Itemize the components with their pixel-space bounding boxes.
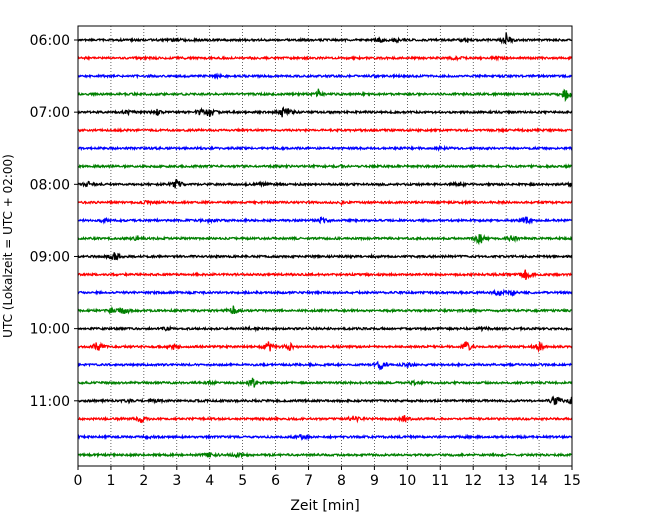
y-tick-label: 11:00 (30, 394, 70, 410)
trace-line (77, 377, 573, 388)
trace-line (77, 360, 573, 371)
x-tick-label: 2 (139, 473, 148, 489)
trace-line (77, 178, 573, 189)
trace-line (77, 88, 573, 103)
x-tick-label: 12 (464, 473, 482, 489)
trace-line (77, 233, 573, 246)
x-tick-label: 13 (497, 473, 515, 489)
x-axis: 0 1 2 3 4 5 6 7 8 9 10 11 12 13 14 15 (74, 466, 581, 489)
x-tick-label: 8 (337, 473, 346, 489)
y-tick-label: 07:00 (30, 105, 70, 121)
trace-line (77, 451, 573, 459)
trace-line (77, 163, 573, 170)
y-axis-label: UTC (Lokalzeit = UTC + 02:00) (1, 154, 15, 338)
x-tick-label: 11 (431, 473, 449, 489)
trace-line (77, 395, 573, 406)
plot-frame (77, 25, 573, 467)
y-tick-label: 09:00 (30, 249, 70, 265)
trace-line (77, 54, 573, 62)
x-axis-label: Zeit [min] (290, 498, 359, 514)
x-tick-label: 15 (563, 473, 581, 489)
x-tick-label: 1 (106, 473, 115, 489)
trace-line (77, 106, 573, 118)
x-tick-label: 4 (205, 473, 214, 489)
x-tick-label: 0 (74, 473, 83, 489)
trace-line (77, 72, 573, 81)
trace-line (77, 324, 573, 333)
y-tick-label: 08:00 (30, 177, 70, 193)
x-tick-label: 10 (398, 473, 416, 489)
x-tick-label: 5 (238, 473, 247, 489)
x-tick-label: 7 (304, 473, 313, 489)
y-tick-label: 10:00 (30, 322, 70, 338)
trace-line (77, 433, 573, 441)
y-axis: 06:00 07:00 08:00 09:00 10:00 11:00 (30, 33, 78, 410)
trace-line (77, 341, 573, 354)
trace-line (77, 144, 573, 152)
x-tick-label: 3 (172, 473, 181, 489)
trace-line (77, 288, 573, 297)
trace-line (77, 216, 573, 225)
y-tick-label: 06:00 (30, 33, 70, 49)
trace-line (77, 269, 573, 280)
traces (77, 32, 573, 459)
trace-line (77, 199, 573, 207)
trace-line (77, 252, 573, 261)
x-tick-label: 9 (370, 473, 379, 489)
trace-line (77, 305, 573, 315)
trace-line (77, 127, 573, 134)
x-tick-label: 14 (530, 473, 548, 489)
trace-line (77, 415, 573, 424)
x-tick-label: 6 (271, 473, 280, 489)
trace-line (77, 32, 573, 45)
